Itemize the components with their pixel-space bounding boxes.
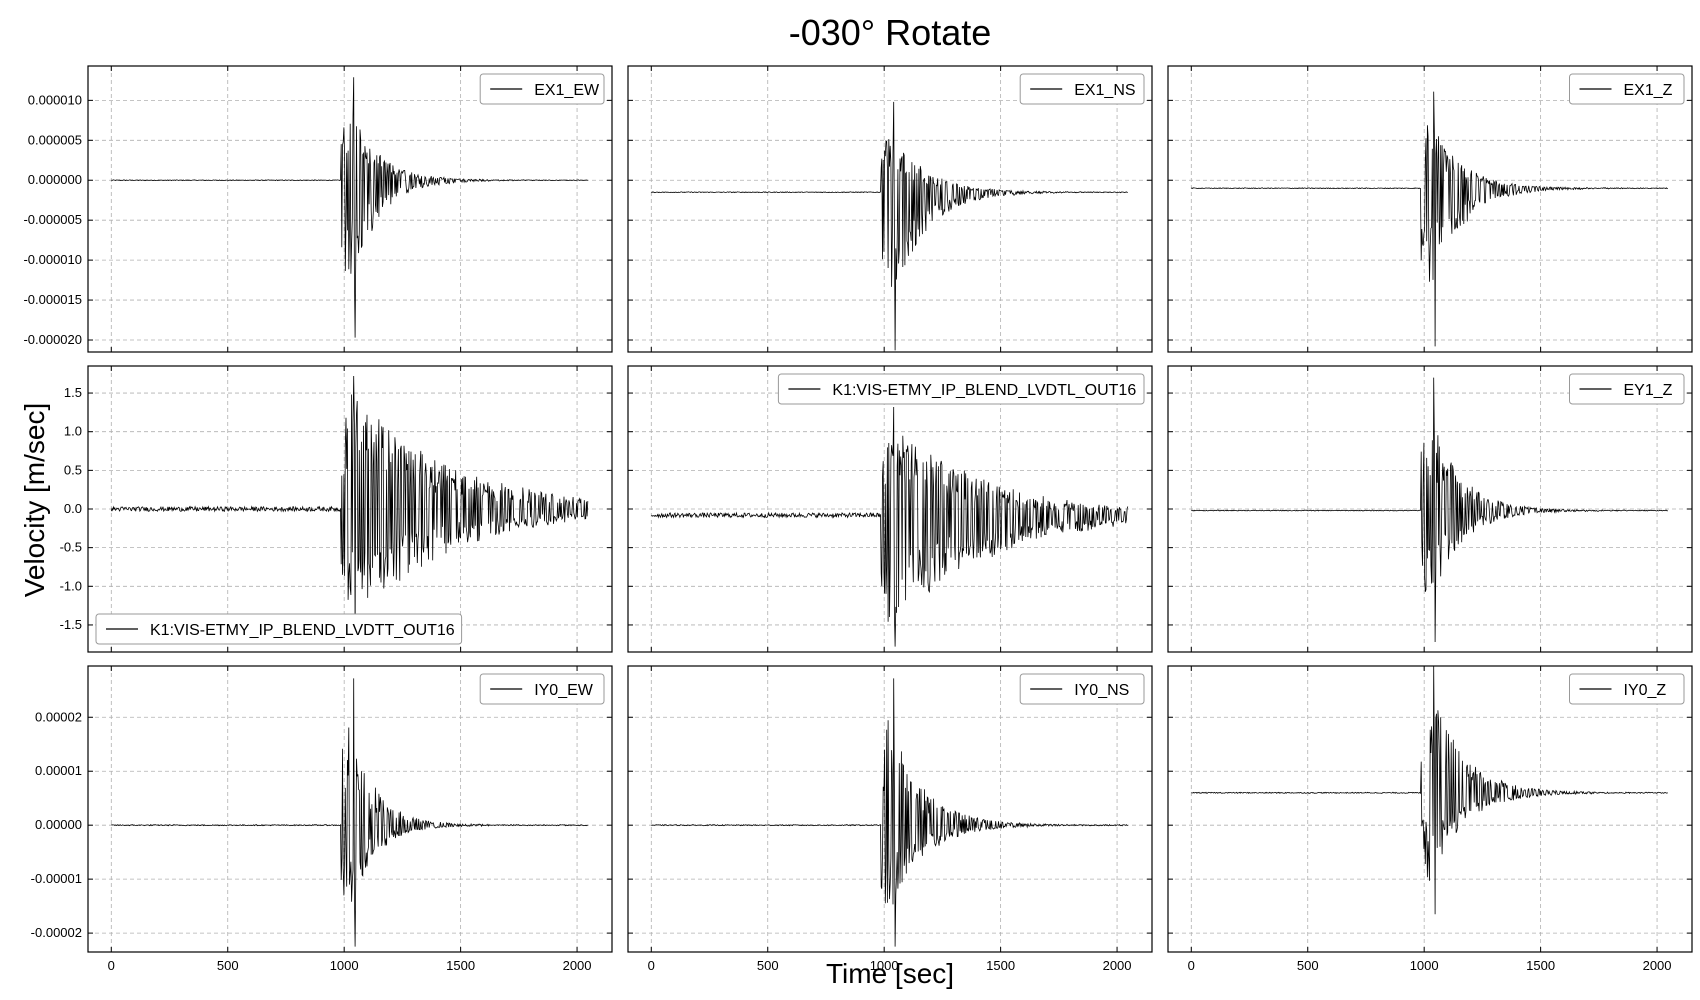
series-line xyxy=(651,678,1128,947)
y-tick-label: 0.5 xyxy=(64,462,82,477)
y-tick-label: 1.5 xyxy=(64,385,82,400)
legend-label: IY0_NS xyxy=(1074,682,1129,699)
x-tick-label: 2000 xyxy=(1103,958,1132,973)
plot-frame xyxy=(627,665,1153,953)
legend-box xyxy=(1019,73,1145,105)
legend-label: IY0_Z xyxy=(1624,682,1667,699)
legend-box xyxy=(1569,373,1685,405)
y-tick-label: -0.5 xyxy=(60,540,82,555)
legend-box xyxy=(1569,673,1685,705)
x-tick-label: 1500 xyxy=(446,958,475,973)
plot-frame xyxy=(1167,65,1693,353)
legend-box xyxy=(95,613,463,645)
subplot-7: 0 500 1000 1500 2000 0.00002 0.00001 0.00000 -0.… xyxy=(31,665,613,973)
legend-label: IY0_EW xyxy=(534,682,594,699)
legend: EX1_NS xyxy=(1019,73,1145,105)
y-tick-label: 0.00000 xyxy=(35,817,82,832)
subplot-grid: 0.0000100.0000050.000000-0.000005-0.0000… xyxy=(23,65,1693,973)
y-tick-label: 1.0 xyxy=(64,424,82,439)
legend: IY0_Z xyxy=(1569,673,1685,705)
series-line xyxy=(1191,377,1668,643)
legend: IY0_NS xyxy=(1019,673,1145,705)
y-axis-label: Velocity [m/sec] xyxy=(19,403,50,598)
y-tick-label: -0.000005 xyxy=(23,212,82,227)
y-tick-label: -0.000010 xyxy=(23,252,82,267)
legend: EX1_EW xyxy=(479,73,605,105)
plot-frame xyxy=(87,665,613,953)
subplot-2: EX1_NS xyxy=(627,65,1153,353)
series-line xyxy=(111,77,589,338)
x-tick-label: 1000 xyxy=(1410,958,1439,973)
series-line xyxy=(1191,665,1668,915)
x-tick-label: 0 xyxy=(108,958,115,973)
x-axis-label: Time [sec] xyxy=(826,958,954,989)
plot-frame xyxy=(87,65,613,353)
figure-title: -030° Rotate xyxy=(789,12,992,53)
x-tick-label: 1500 xyxy=(1526,958,1555,973)
legend-label: K1:VIS-ETMY_IP_BLEND_LVDTT_OUT16 xyxy=(150,622,455,639)
x-tick-label: 2000 xyxy=(1643,958,1672,973)
subplot-4: 1.5 1.0 0.5 0.0 -0.5 -1.0 -1.5 K1:VIS-ETMY_IP_B… xyxy=(60,365,613,653)
x-tick-label: 1000 xyxy=(870,958,899,973)
series-line xyxy=(110,375,589,641)
subplot-9: 0 500 1000 1500 2000 IY0_Z xyxy=(1167,665,1693,973)
y-tick-label: -0.000015 xyxy=(23,292,82,307)
y-tick-label: 0.00001 xyxy=(35,763,82,778)
subplot-5: K1:VIS-ETMY_IP_BLEND_LVDTL_OUT16 xyxy=(627,365,1153,653)
legend: K1:VIS-ETMY_IP_BLEND_LVDTT_OUT16 xyxy=(95,613,463,645)
subplot-3: EX1_Z xyxy=(1167,65,1693,353)
x-tick-label: 0 xyxy=(648,958,655,973)
y-tick-label: 0.000005 xyxy=(28,132,82,147)
x-tick-label: 2000 xyxy=(563,958,592,973)
legend: EY1_Z xyxy=(1569,373,1685,405)
x-tick-label: 500 xyxy=(757,958,779,973)
series-line xyxy=(651,406,1129,647)
subplot-1: 0.000010 0.000005 0.000000 -0.000005 -0.0000… xyxy=(23,65,613,353)
y-tick-label: -1.5 xyxy=(60,617,82,632)
legend-label: EX1_NS xyxy=(1074,82,1135,99)
x-tick-label: 1500 xyxy=(986,958,1015,973)
x-tick-label: 500 xyxy=(217,958,239,973)
legend-box xyxy=(777,373,1145,405)
y-tick-label: 0.000000 xyxy=(28,172,82,187)
legend-box xyxy=(1569,73,1685,105)
y-tick-label: -0.000020 xyxy=(23,332,82,347)
subplot-6: EY1_Z xyxy=(1167,365,1693,653)
legend-box xyxy=(1019,673,1145,705)
legend-label: K1:VIS-ETMY_IP_BLEND_LVDTL_OUT16 xyxy=(832,382,1136,399)
series-line xyxy=(1191,91,1668,347)
y-tick-label: 0.000010 xyxy=(28,92,82,107)
subplot-8: 0 500 1000 1500 2000 IY0_NS xyxy=(627,665,1153,973)
y-tick-label: 0.00002 xyxy=(35,709,82,724)
series-line xyxy=(651,101,1128,351)
y-tick-label: -0.00001 xyxy=(31,871,82,886)
x-tick-label: 0 xyxy=(1188,958,1195,973)
legend: EX1_Z xyxy=(1569,73,1685,105)
legend-label: EY1_Z xyxy=(1624,382,1673,399)
series-line xyxy=(111,678,588,947)
y-tick-label: -0.00002 xyxy=(31,925,82,940)
legend: K1:VIS-ETMY_IP_BLEND_LVDTL_OUT16 xyxy=(777,373,1145,405)
y-tick-label: -1.0 xyxy=(60,578,82,593)
legend-box xyxy=(479,73,605,105)
legend-box xyxy=(479,673,605,705)
legend: IY0_EW xyxy=(479,673,605,705)
legend-label: EX1_EW xyxy=(534,82,600,99)
legend-label: EX1_Z xyxy=(1624,82,1673,99)
x-tick-label: 1000 xyxy=(330,958,359,973)
y-tick-label: 0.0 xyxy=(64,501,82,516)
plot-frame xyxy=(1167,665,1693,953)
plot-frame xyxy=(627,65,1153,353)
x-tick-label: 500 xyxy=(1297,958,1319,973)
